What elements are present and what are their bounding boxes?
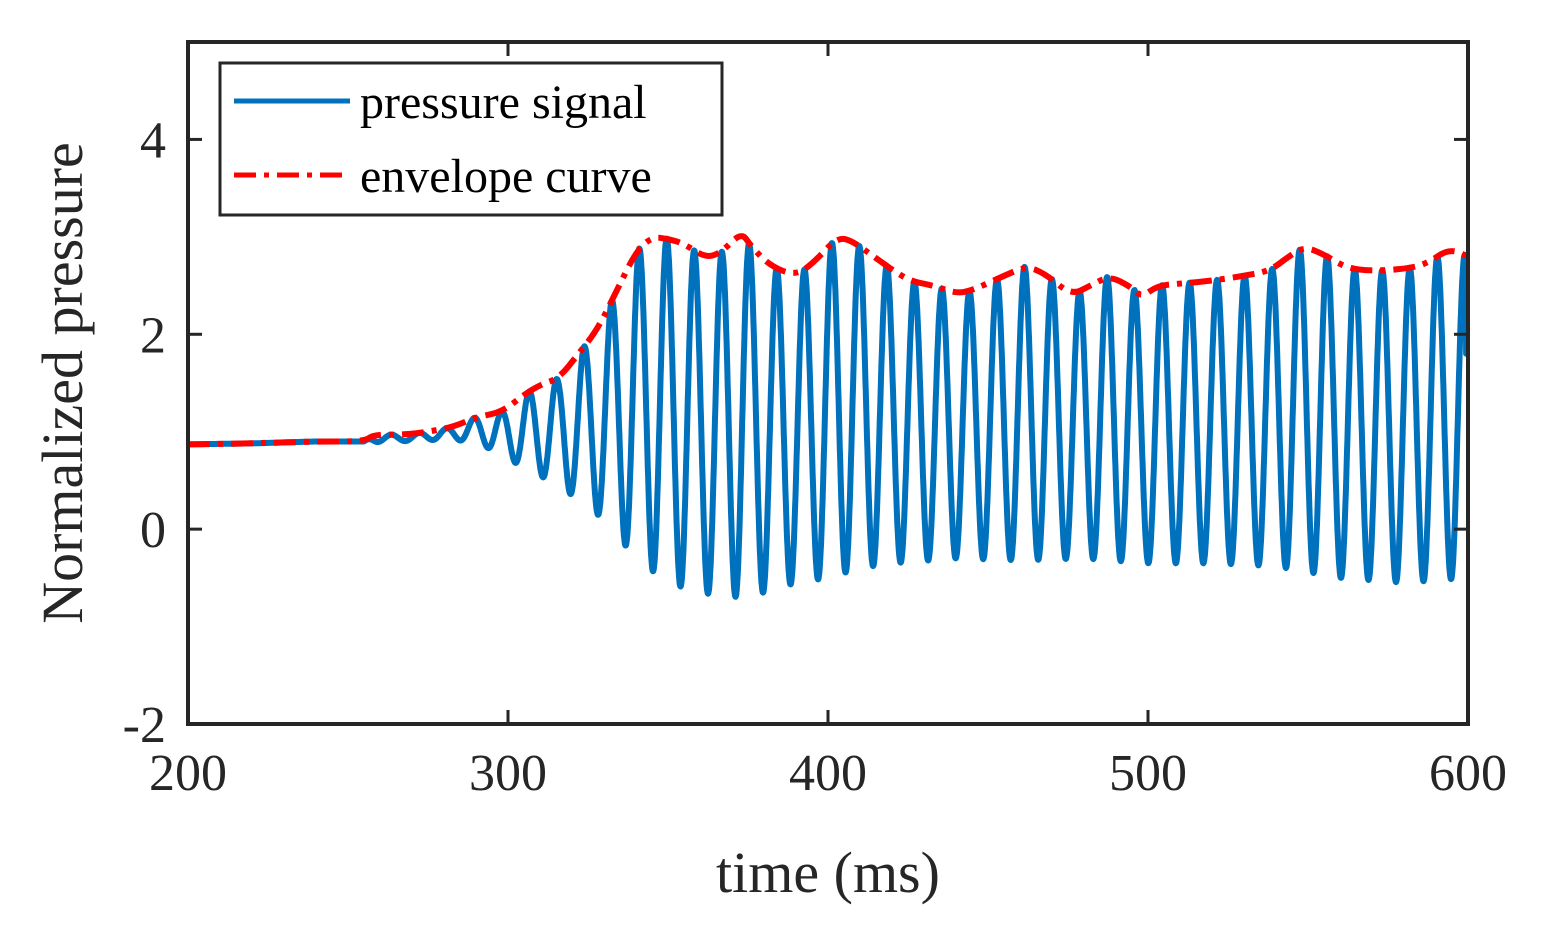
ticks-layer: 200 300 400 500 600 -2 0 2 4 — [123, 42, 1507, 802]
series-layer — [188, 233, 1468, 600]
legend-label-envelope: envelope curve — [360, 150, 652, 203]
x-tick-label: 400 — [789, 745, 867, 802]
y-tick-label: -2 — [123, 697, 166, 754]
x-tick-label: 200 — [149, 745, 227, 802]
y-tick-label: 4 — [140, 112, 166, 169]
y-axis-title: Normalized pressure — [30, 142, 95, 624]
y-tick-label: 2 — [140, 307, 166, 364]
legend-box — [218, 61, 724, 217]
series-envelope-curve — [188, 233, 1468, 448]
x-tick-label: 300 — [469, 745, 547, 802]
y-tick-label: 0 — [140, 502, 166, 559]
series-pressure-signal — [188, 235, 1468, 600]
legend-label-signal: pressure signal — [360, 76, 647, 129]
x-axis-title: time (ms) — [716, 840, 940, 905]
x-tick-label: 500 — [1109, 745, 1187, 802]
legend: pressure signal envelope curve — [218, 61, 724, 217]
x-tick-label: 600 — [1429, 745, 1507, 802]
